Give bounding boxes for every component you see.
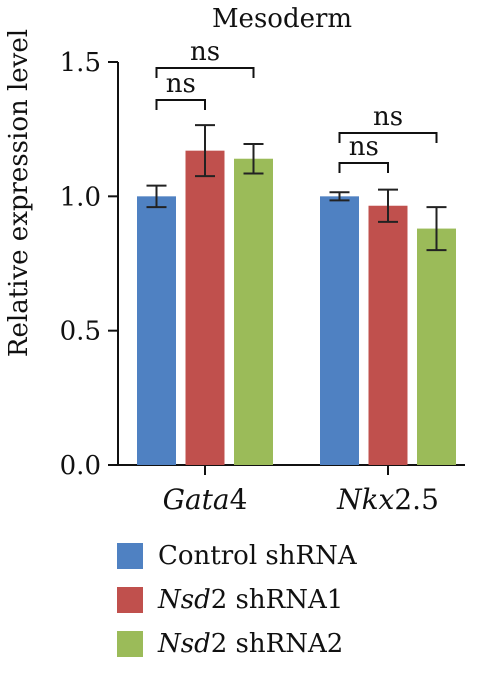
y-tick-label: 0.5 bbox=[60, 317, 101, 347]
bar bbox=[368, 205, 408, 465]
significance-bracket bbox=[155, 67, 255, 78]
bar bbox=[234, 158, 273, 465]
significance-bracket bbox=[338, 132, 438, 143]
bars bbox=[137, 150, 456, 466]
bar bbox=[320, 196, 359, 466]
chart-title: Mesoderm bbox=[212, 4, 352, 34]
legend-swatch-shrna2 bbox=[117, 631, 143, 657]
x-tick-label: Nkx2.5 bbox=[336, 483, 439, 516]
legend-label-shrna2: Nsd2 shRNA2 bbox=[158, 629, 344, 659]
y-tick-label: 1.5 bbox=[60, 48, 101, 78]
significance-bracket bbox=[338, 162, 389, 173]
bar bbox=[417, 228, 456, 465]
y-axis-label: Relative expression level bbox=[4, 29, 34, 357]
y-tick-label: 1.0 bbox=[60, 182, 101, 212]
legend-label-shrna1: Nsd2 shRNA1 bbox=[158, 585, 344, 615]
x-tick-labels: Gata4 Nkx2.5 bbox=[163, 465, 439, 516]
legend-label-control: Control shRNA bbox=[158, 541, 357, 571]
axes: 0.0 0.5 1.0 1.5 bbox=[60, 48, 465, 481]
bar bbox=[185, 150, 225, 465]
significance-bracket bbox=[155, 99, 206, 110]
bar-chart: Mesoderm Relative expression level 0.00.… bbox=[4, 4, 465, 516]
legend-swatch-shrna1 bbox=[117, 587, 143, 613]
legend-swatch-control bbox=[117, 543, 143, 569]
significance-label: ns bbox=[166, 69, 196, 99]
significance-label: ns bbox=[373, 102, 403, 132]
bar bbox=[137, 196, 176, 466]
x-tick-label: Gata4 bbox=[163, 483, 248, 516]
significance-label: ns bbox=[349, 132, 379, 162]
error-bars bbox=[146, 124, 447, 252]
significance-label: ns bbox=[190, 37, 220, 67]
y-tick-label: 0.0 bbox=[60, 451, 101, 481]
